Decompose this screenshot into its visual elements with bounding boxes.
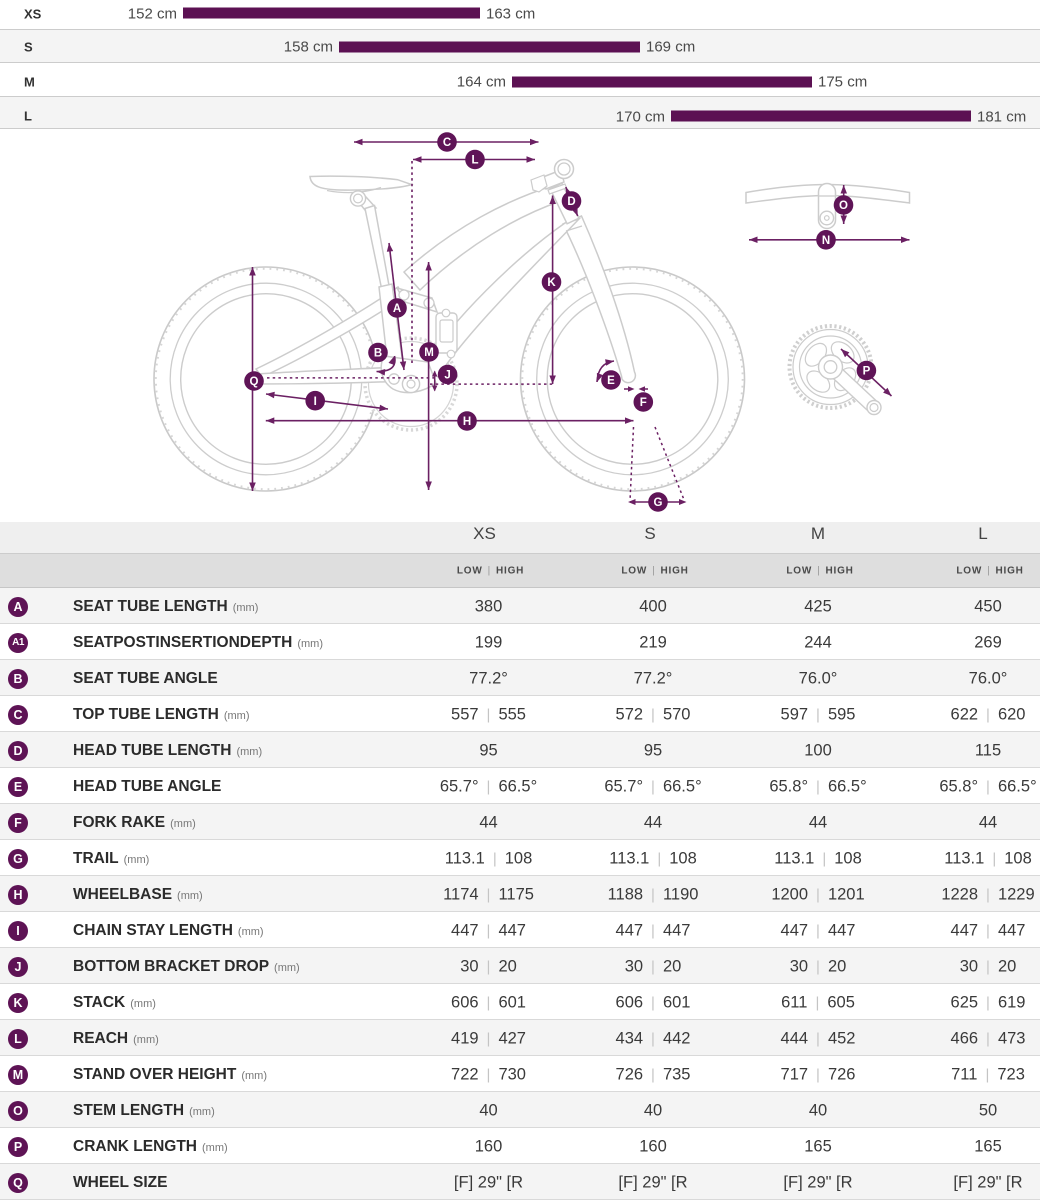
svg-text:M: M <box>424 347 434 359</box>
svg-text:Q: Q <box>250 376 259 388</box>
svg-text:F: F <box>640 397 647 409</box>
svg-text:B: B <box>374 348 382 360</box>
svg-text:H: H <box>463 416 471 428</box>
svg-text:D: D <box>567 196 575 208</box>
svg-text:I: I <box>314 396 317 408</box>
svg-text:P: P <box>863 366 871 378</box>
svg-text:K: K <box>547 277 556 289</box>
svg-text:C: C <box>443 137 451 149</box>
svg-text:J: J <box>444 370 450 382</box>
svg-text:O: O <box>839 200 848 212</box>
svg-text:N: N <box>822 235 830 247</box>
svg-text:A: A <box>393 303 401 315</box>
svg-text:E: E <box>607 375 615 387</box>
svg-text:G: G <box>654 497 663 509</box>
svg-text:L: L <box>471 155 478 167</box>
